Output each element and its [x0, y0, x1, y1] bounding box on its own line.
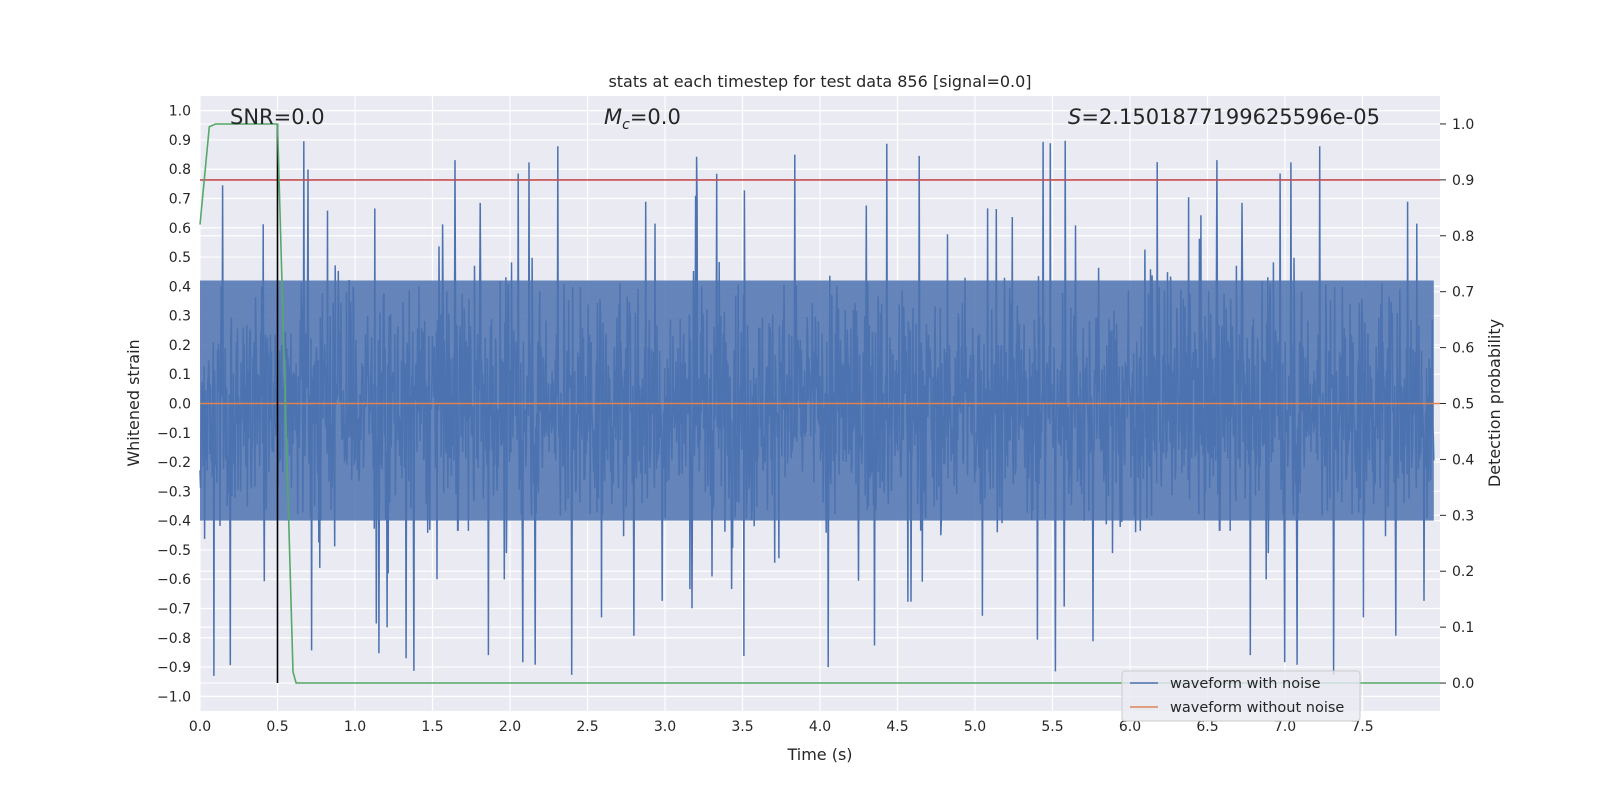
y-tick-label: 0.4 — [169, 279, 191, 295]
x-tick-label: 7.0 — [1274, 719, 1296, 735]
x-tick-label: 6.5 — [1196, 719, 1218, 735]
x-tick-label: 4.0 — [809, 719, 831, 735]
y-tick-label: 0.7 — [169, 192, 191, 208]
chirp-mass-value: =0.0 — [630, 105, 681, 129]
x-tick-label: 6.0 — [1119, 719, 1141, 735]
snr-annotation: SNR=0.0 — [230, 105, 325, 129]
y-tick-label: −0.4 — [157, 514, 191, 530]
y-right-tick-label: 0.2 — [1452, 564, 1474, 580]
y-right-tick-label: 0.5 — [1452, 397, 1474, 413]
y-right-tick-label: 0.1 — [1452, 620, 1474, 636]
y-tick-label: 0.5 — [169, 250, 191, 266]
y-tick-label: −0.3 — [157, 484, 191, 500]
x-tick-label: 5.5 — [1041, 719, 1063, 735]
y-tick-label: −0.2 — [157, 455, 191, 471]
y-right-tick-label: 0.4 — [1452, 452, 1474, 468]
s-annotation: S=2.1501877199625596e-05 — [1068, 105, 1380, 129]
x-tick-label: 3.5 — [731, 719, 753, 735]
tick-labels: 0.0 0.5 1.0 1.5 2.0 2.5 3.0 3.5 4.0 4.5 5.0 5.5 6.0 6… — [157, 104, 1474, 735]
y-right-tick-label: 0.8 — [1452, 229, 1474, 245]
x-tick-label: 0.5 — [266, 719, 288, 735]
y-tick-label: −1.0 — [157, 689, 191, 705]
y-tick-label: 1.0 — [169, 104, 191, 120]
s-value: =2.1501877199625596e-05 — [1081, 105, 1380, 129]
y-tick-label: 0.8 — [169, 162, 191, 178]
legend-box — [1121, 670, 1361, 722]
y-tick-label: 0.3 — [169, 309, 191, 325]
series-detection-probability — [199, 123, 1440, 684]
y-right-tick-label: 0.9 — [1452, 173, 1474, 189]
y-right-tick-label: 0.0 — [1452, 676, 1474, 692]
y-tick-label: −0.1 — [157, 426, 191, 442]
y-axis-label: Whitened strain — [124, 339, 143, 466]
y-tick-label: 0.9 — [169, 133, 191, 149]
series-layer — [199, 123, 1440, 684]
x-tick-label: 2.0 — [499, 719, 521, 735]
y-right-axis-label: Detection probability — [1485, 319, 1504, 487]
legend-label-waveform-without-noise: waveform without noise — [1170, 700, 1344, 716]
y-tick-label: 0.1 — [169, 367, 191, 383]
y-tick-label: 0.2 — [169, 338, 191, 354]
series-waveform-with-noise-band — [200, 280, 1434, 521]
chirp-mass-subscript: c — [622, 117, 630, 133]
x-tick-label: 5.0 — [964, 719, 986, 735]
chirp-mass-annotation: Mc=0.0 — [604, 105, 681, 133]
y-tick-label: −0.8 — [157, 631, 191, 647]
y-tick-label: −0.9 — [157, 660, 191, 676]
legend: waveform with noise waveform without noi… — [1121, 670, 1361, 722]
y-tick-label: −0.7 — [157, 602, 191, 618]
y-tick-label: 0.6 — [169, 221, 191, 237]
y-right-tick-label: 0.3 — [1452, 508, 1474, 524]
y-tick-label: 0.0 — [169, 397, 191, 413]
y-tick-label: −0.5 — [157, 543, 191, 559]
y-tick-label: −0.6 — [157, 572, 191, 588]
chart-title: stats at each timestep for test data 856… — [608, 72, 1031, 91]
chirp-mass-symbol: M — [604, 105, 622, 129]
x-tick-label: 1.5 — [421, 719, 443, 735]
x-tick-label: 1.0 — [344, 719, 366, 735]
legend-label-waveform-with-noise: waveform with noise — [1170, 676, 1321, 692]
x-tick-label: 4.5 — [886, 719, 908, 735]
x-tick-label: 3.0 — [654, 719, 676, 735]
x-tick-label: 0.0 — [189, 719, 211, 735]
y-right-tick-label: 0.7 — [1452, 285, 1474, 301]
x-axis-label: Time (s) — [786, 745, 852, 764]
x-tick-label: 2.5 — [576, 719, 598, 735]
y-right-tick-label: 1.0 — [1452, 117, 1474, 133]
s-symbol: S — [1068, 105, 1081, 129]
y-right-tick-label: 0.6 — [1452, 341, 1474, 357]
x-tick-label: 7.5 — [1351, 719, 1373, 735]
